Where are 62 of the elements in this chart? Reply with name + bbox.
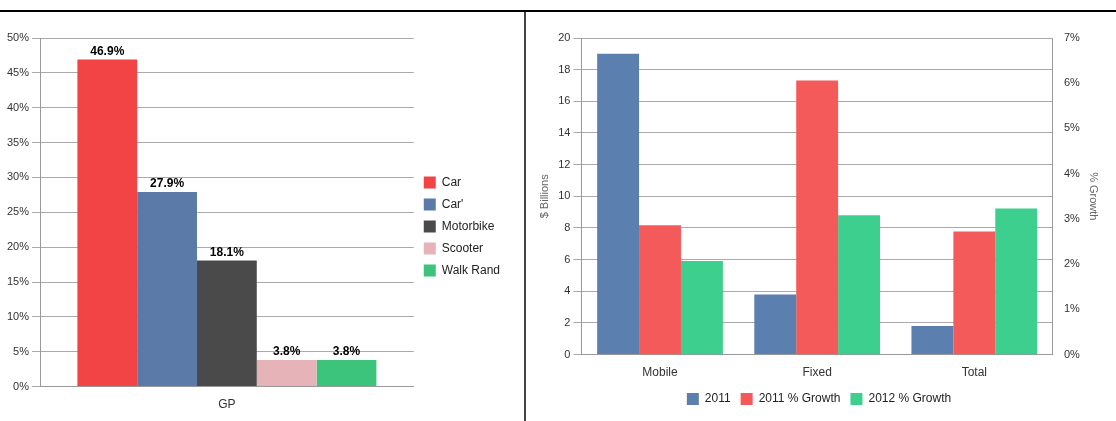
bar [911,326,954,355]
y-tick-label: 5% [13,344,30,357]
data-label: 18.1% [209,244,245,259]
x-tick-label: Total [961,365,987,380]
bar [597,53,640,355]
y-tick-label: 45% [6,65,30,78]
y2-tick-label: 7% [1063,31,1081,44]
y-tick-label: 30% [6,170,30,183]
x-tick-label: GP [218,397,236,412]
y-tick-label: 0 [564,347,571,360]
data-label: 46.9% [90,43,125,58]
y-tick-label: 4 [564,284,571,297]
x-tick-label: Mobile [642,365,679,380]
y-tick-label: 2 [564,315,571,328]
bar [77,59,138,387]
y-tick-label: 20% [6,240,30,253]
bar [316,360,377,387]
bar [680,260,723,355]
bar [953,231,996,355]
legend-label: Car [441,174,462,189]
legend-label: 2012 % Growth [868,391,952,406]
y-tick-label: 16 [558,94,571,107]
legend-label: Scooter [441,240,484,255]
y2-tick-label: 4% [1063,166,1081,179]
y-tick-label: 35% [6,135,30,148]
data-label: 27.9% [150,176,185,191]
y-tick-label: 12 [558,157,571,170]
y-tick-label: 50% [6,31,30,44]
legend-label: Motorbike [441,218,495,233]
legend-label: Car' [441,196,464,211]
bar [137,192,197,387]
data-label: 3.8% [332,344,361,359]
legend-label: Walk Rand [441,262,501,277]
y-tick-label: 6 [564,252,571,265]
bar [196,260,257,387]
y-tick-label: 20 [558,31,571,44]
y2-tick-label: 6% [1063,76,1081,89]
y-tick-label: 10% [6,309,30,322]
y2-tick-label: 1% [1063,302,1081,315]
y2-tick-label: 0% [1063,347,1081,360]
y-axis-title: $ Billions [537,173,550,219]
legend-label: 2011 % Growth [758,391,841,406]
bar [256,360,317,387]
y-tick-label: 10 [558,189,571,202]
bar [796,80,839,355]
y-tick-label: 0% [13,379,30,392]
y2-tick-label: 2% [1063,257,1081,270]
y2-tick-label: 3% [1063,211,1081,224]
bar [995,208,1038,355]
y2-tick-label: 5% [1063,121,1081,134]
y2-axis-title: % Growth [1088,172,1101,221]
bar [754,294,797,355]
bar [838,215,881,355]
y-tick-label: 40% [6,100,30,113]
y-tick-label: 15% [6,275,30,288]
y-tick-label: 8 [564,220,571,233]
data-label: 3.8% [273,344,301,359]
y-tick-label: 25% [6,205,30,218]
legend-label: 2011 [704,391,731,406]
y-tick-label: 14 [558,126,571,139]
y-tick-label: 18 [558,62,571,75]
x-tick-label: Fixed [802,365,832,380]
